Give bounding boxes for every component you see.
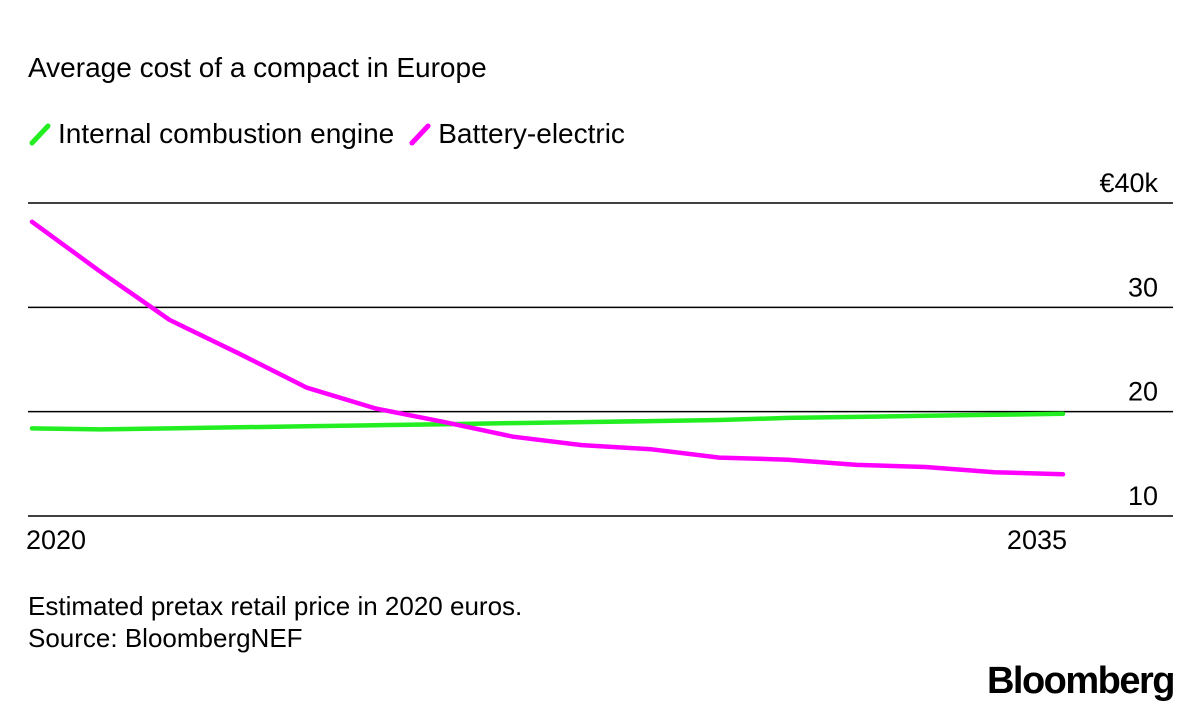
grid-layer bbox=[28, 202, 1173, 517]
chart-footnote: Estimated pretax retail price in 2020 eu… bbox=[28, 591, 523, 621]
y-tick-label: 10 bbox=[1128, 481, 1158, 511]
series-line-ice bbox=[29, 411, 1066, 432]
legend-item-bev: Battery-electric bbox=[408, 118, 625, 150]
legend-swatch-bev bbox=[409, 123, 431, 146]
y-tick-label: 20 bbox=[1128, 377, 1158, 407]
bloomberg-logo: Bloomberg bbox=[986, 660, 1176, 702]
tick-layer: €40k 30 20 10 2020 2035 bbox=[26, 168, 1158, 555]
y-tick-label: 30 bbox=[1128, 272, 1158, 302]
chart-title: Average cost of a compact in Europe bbox=[28, 52, 487, 83]
series-layer bbox=[29, 219, 1066, 477]
legend-label-bev: Battery-electric bbox=[438, 118, 625, 149]
legend: Internal combustion engine Battery-elect… bbox=[28, 117, 639, 151]
series-line-bev bbox=[29, 219, 1066, 477]
legend-swatch-ice-line bbox=[29, 123, 51, 146]
x-tick-label: 2020 bbox=[26, 525, 86, 555]
legend-label-ice: Internal combustion engine bbox=[58, 118, 395, 149]
legend-swatch-bev-line bbox=[409, 123, 431, 146]
legend-swatch-ice bbox=[29, 123, 51, 146]
x-tick-label: 2035 bbox=[1007, 525, 1067, 555]
legend-item-ice: Internal combustion engine bbox=[28, 118, 394, 150]
chart-source: Source: BloombergNEF bbox=[28, 623, 303, 653]
y-tick-label: €40k bbox=[1099, 168, 1158, 198]
